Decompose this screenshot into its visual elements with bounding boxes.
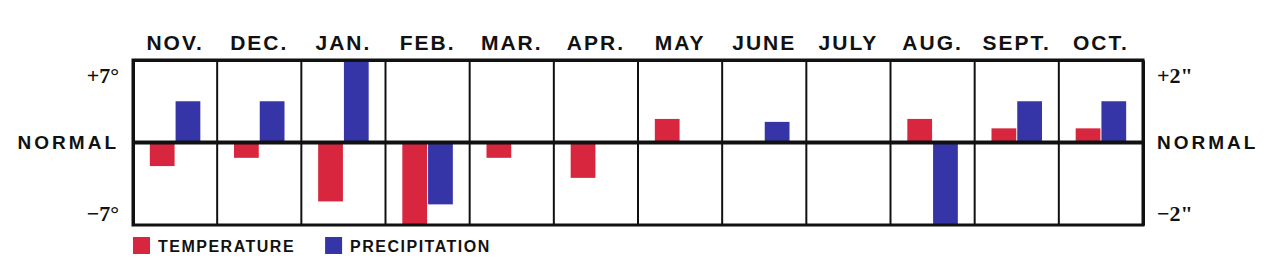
y-tick-label: +2" — [1157, 63, 1193, 88]
x-tick-label: JAN. — [315, 31, 371, 54]
tick: SEPT. — [983, 31, 1051, 54]
legend-swatch — [133, 237, 150, 254]
x-tick-label: AUG. — [902, 31, 963, 54]
bar — [402, 143, 427, 226]
x-tick-label: SEPT. — [983, 31, 1051, 54]
tick: +7° — [87, 61, 133, 88]
axis-domain — [132, 61, 135, 226]
bar — [655, 119, 680, 143]
axis-domain — [1142, 61, 1145, 226]
tick: JUNE — [732, 31, 796, 54]
tick: APR. — [567, 31, 625, 54]
bar — [428, 143, 453, 205]
legend-swatch — [325, 237, 342, 254]
bar — [571, 143, 596, 178]
legend-label: PRECIPITATION — [350, 238, 491, 255]
x-tick-label: JUNE — [732, 31, 796, 54]
tick: FEB. — [400, 31, 456, 54]
bar — [765, 122, 790, 143]
tick: AUG. — [902, 31, 963, 54]
bar — [176, 101, 201, 142]
tick: JULY — [819, 31, 879, 54]
x-tick-label: OCT. — [1073, 31, 1129, 54]
tick: MAY — [655, 31, 706, 54]
legend-label: TEMPERATURE — [158, 238, 295, 255]
y-tick-label: NORMAL — [18, 132, 119, 153]
tick: +2" — [1143, 61, 1193, 88]
y-tick-label: +7° — [87, 63, 119, 88]
bar — [260, 101, 285, 142]
right-axis: +2" NORMAL −2" — [1143, 61, 1258, 227]
tick: NOV. — [146, 31, 203, 54]
tick: −7° — [87, 201, 133, 226]
x-tick-label: DEC. — [230, 31, 288, 54]
y-tick-label: −7° — [87, 201, 119, 226]
tick: NORMAL — [1143, 132, 1258, 153]
x-tick-label: NOV. — [146, 31, 203, 54]
bar — [1017, 101, 1042, 142]
tick: MAR. — [481, 31, 543, 54]
bar — [487, 143, 512, 158]
bar — [344, 60, 369, 143]
x-axis: NOV. DEC. JAN. FEB. MAR. APR. MAY JUNE JULY AUG. S… — [134, 31, 1144, 61]
axis-domain — [134, 59, 1144, 62]
bar — [992, 128, 1017, 142]
left-axis: +7° NORMAL −7° — [18, 61, 134, 227]
tick: OCT. — [1073, 31, 1129, 54]
bar — [234, 143, 259, 158]
x-tick-label: MAR. — [481, 31, 543, 54]
legend: TEMPERATURE PRECIPITATION — [133, 237, 491, 255]
tick: JAN. — [315, 31, 371, 54]
x-tick-label: JULY — [819, 31, 879, 54]
bar — [1076, 128, 1101, 142]
bar — [1101, 101, 1126, 142]
chart: NOV. DEC. JAN. FEB. MAR. APR. MAY JUNE JULY AUG. S… — [0, 0, 1280, 280]
tick: DEC. — [230, 31, 288, 54]
x-tick-label: APR. — [567, 31, 625, 54]
tick: −2" — [1143, 201, 1193, 226]
tick: NORMAL — [18, 132, 133, 153]
zero-line — [133, 141, 1143, 145]
y-tick-label: −2" — [1157, 201, 1193, 226]
bar — [150, 143, 175, 167]
bar — [907, 119, 932, 143]
y-tick-label: NORMAL — [1157, 132, 1258, 153]
x-tick-label: MAY — [655, 31, 706, 54]
bar — [933, 143, 958, 226]
x-tick-label: FEB. — [400, 31, 456, 54]
plot-frame — [133, 60, 1143, 225]
bar — [318, 143, 343, 202]
